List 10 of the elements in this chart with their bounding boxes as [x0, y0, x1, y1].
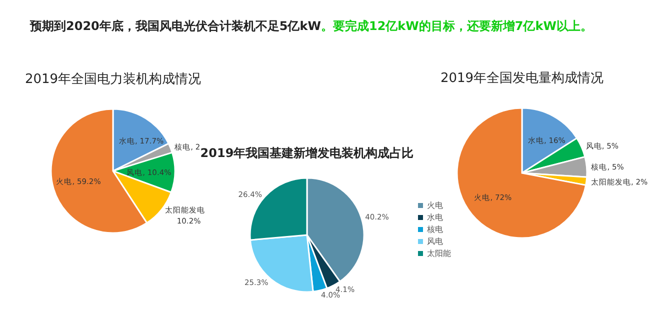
legend-label: 火电 — [427, 201, 443, 210]
legend-label: 风电 — [427, 237, 443, 246]
chart-title: 2019年全国电力装机构成情况 — [24, 72, 202, 87]
legend-label: 水电 — [427, 213, 443, 222]
legend-label: 太阳能 — [427, 249, 451, 258]
chart-title: 2019年我国基建新增发电装机构成占比 — [200, 146, 414, 160]
text: 。要完成12亿kW的目标，还要新增7亿kW以上。 — [320, 19, 592, 33]
text: 预期到2020年底，我国风电光伏合计装机不足5亿kW — [29, 19, 321, 33]
chart-title: 2019年全国发电量构成情况 — [440, 71, 604, 86]
legend-label: 核电 — [426, 225, 443, 234]
